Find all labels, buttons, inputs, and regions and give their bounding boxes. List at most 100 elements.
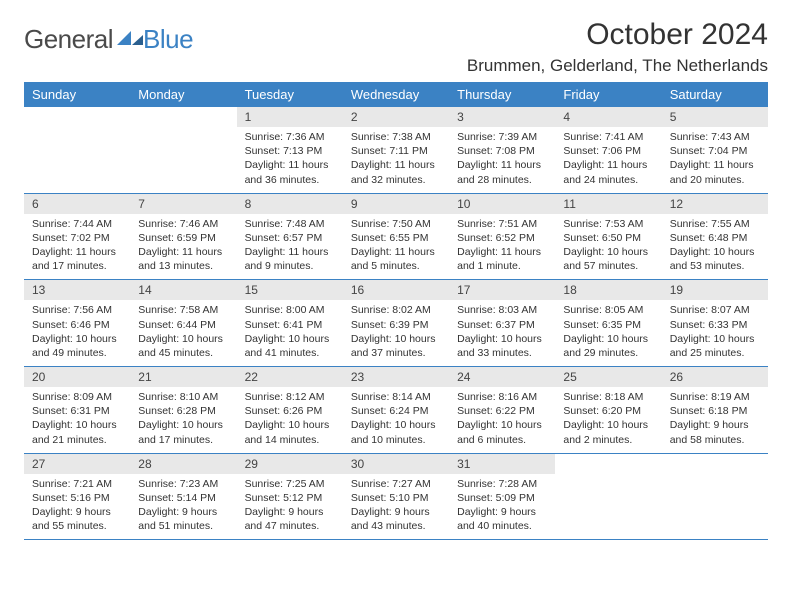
sunset-text: Sunset: 6:39 PM bbox=[351, 318, 441, 332]
sunset-text: Sunset: 6:22 PM bbox=[457, 404, 547, 418]
day-body: Sunrise: 7:58 AMSunset: 6:44 PMDaylight:… bbox=[130, 300, 236, 366]
day-cell: 23Sunrise: 8:14 AMSunset: 6:24 PMDayligh… bbox=[343, 367, 449, 454]
day-body: Sunrise: 8:00 AMSunset: 6:41 PMDaylight:… bbox=[237, 300, 343, 366]
sunrise-text: Sunrise: 8:10 AM bbox=[138, 390, 228, 404]
sunrise-text: Sunrise: 7:53 AM bbox=[563, 217, 653, 231]
day-number bbox=[24, 107, 130, 127]
week-row: 27Sunrise: 7:21 AMSunset: 5:16 PMDayligh… bbox=[24, 453, 768, 540]
day-body bbox=[130, 127, 236, 185]
sunset-text: Sunset: 6:28 PM bbox=[138, 404, 228, 418]
day-cell: 4Sunrise: 7:41 AMSunset: 7:06 PMDaylight… bbox=[555, 107, 661, 193]
sunrise-text: Sunrise: 7:36 AM bbox=[245, 130, 335, 144]
calendar-table: SundayMondayTuesdayWednesdayThursdayFrid… bbox=[24, 82, 768, 540]
sunrise-text: Sunrise: 8:18 AM bbox=[563, 390, 653, 404]
day-body: Sunrise: 8:03 AMSunset: 6:37 PMDaylight:… bbox=[449, 300, 555, 366]
sunset-text: Sunset: 5:10 PM bbox=[351, 491, 441, 505]
daylight-text: Daylight: 10 hours and 53 minutes. bbox=[670, 245, 760, 273]
daylight-text: Daylight: 11 hours and 5 minutes. bbox=[351, 245, 441, 273]
day-body: Sunrise: 7:48 AMSunset: 6:57 PMDaylight:… bbox=[237, 214, 343, 280]
day-cell: 1Sunrise: 7:36 AMSunset: 7:13 PMDaylight… bbox=[237, 107, 343, 193]
sunset-text: Sunset: 6:26 PM bbox=[245, 404, 335, 418]
sunset-text: Sunset: 7:04 PM bbox=[670, 144, 760, 158]
day-body: Sunrise: 7:23 AMSunset: 5:14 PMDaylight:… bbox=[130, 474, 236, 540]
logo-text-general: General bbox=[24, 24, 113, 55]
day-cell: 21Sunrise: 8:10 AMSunset: 6:28 PMDayligh… bbox=[130, 367, 236, 454]
sunrise-text: Sunrise: 8:07 AM bbox=[670, 303, 760, 317]
sunset-text: Sunset: 5:16 PM bbox=[32, 491, 122, 505]
daylight-text: Daylight: 9 hours and 47 minutes. bbox=[245, 505, 335, 533]
day-cell: 18Sunrise: 8:05 AMSunset: 6:35 PMDayligh… bbox=[555, 280, 661, 367]
day-cell: 27Sunrise: 7:21 AMSunset: 5:16 PMDayligh… bbox=[24, 453, 130, 540]
sunrise-text: Sunrise: 8:16 AM bbox=[457, 390, 547, 404]
sunset-text: Sunset: 6:55 PM bbox=[351, 231, 441, 245]
empty-day-cell bbox=[130, 107, 236, 193]
logo-text-blue: Blue bbox=[143, 24, 193, 55]
day-cell: 16Sunrise: 8:02 AMSunset: 6:39 PMDayligh… bbox=[343, 280, 449, 367]
day-body bbox=[662, 474, 768, 532]
day-number bbox=[130, 107, 236, 127]
sunrise-text: Sunrise: 7:23 AM bbox=[138, 477, 228, 491]
day-number: 7 bbox=[130, 194, 236, 214]
day-number: 18 bbox=[555, 280, 661, 300]
day-number: 10 bbox=[449, 194, 555, 214]
day-cell: 15Sunrise: 8:00 AMSunset: 6:41 PMDayligh… bbox=[237, 280, 343, 367]
day-cell: 19Sunrise: 8:07 AMSunset: 6:33 PMDayligh… bbox=[662, 280, 768, 367]
daylight-text: Daylight: 9 hours and 43 minutes. bbox=[351, 505, 441, 533]
sunrise-text: Sunrise: 7:56 AM bbox=[32, 303, 122, 317]
daylight-text: Daylight: 10 hours and 10 minutes. bbox=[351, 418, 441, 446]
day-body: Sunrise: 7:46 AMSunset: 6:59 PMDaylight:… bbox=[130, 214, 236, 280]
daylight-text: Daylight: 11 hours and 17 minutes. bbox=[32, 245, 122, 273]
sunset-text: Sunset: 6:35 PM bbox=[563, 318, 653, 332]
day-body: Sunrise: 8:14 AMSunset: 6:24 PMDaylight:… bbox=[343, 387, 449, 453]
day-number: 19 bbox=[662, 280, 768, 300]
day-body bbox=[555, 474, 661, 532]
logo-flag-icon bbox=[117, 27, 143, 47]
daylight-text: Daylight: 10 hours and 6 minutes. bbox=[457, 418, 547, 446]
sunrise-text: Sunrise: 7:43 AM bbox=[670, 130, 760, 144]
day-number: 2 bbox=[343, 107, 449, 127]
sunset-text: Sunset: 5:09 PM bbox=[457, 491, 547, 505]
day-cell: 6Sunrise: 7:44 AMSunset: 7:02 PMDaylight… bbox=[24, 193, 130, 280]
sunset-text: Sunset: 6:37 PM bbox=[457, 318, 547, 332]
day-number: 14 bbox=[130, 280, 236, 300]
weekday-header: Sunday bbox=[24, 82, 130, 107]
logo: General Blue bbox=[24, 18, 193, 55]
sunset-text: Sunset: 5:14 PM bbox=[138, 491, 228, 505]
sunrise-text: Sunrise: 7:28 AM bbox=[457, 477, 547, 491]
day-number: 21 bbox=[130, 367, 236, 387]
day-cell: 20Sunrise: 8:09 AMSunset: 6:31 PMDayligh… bbox=[24, 367, 130, 454]
day-number: 28 bbox=[130, 454, 236, 474]
day-cell: 17Sunrise: 8:03 AMSunset: 6:37 PMDayligh… bbox=[449, 280, 555, 367]
day-number: 9 bbox=[343, 194, 449, 214]
day-cell: 26Sunrise: 8:19 AMSunset: 6:18 PMDayligh… bbox=[662, 367, 768, 454]
weekday-header: Monday bbox=[130, 82, 236, 107]
day-cell: 8Sunrise: 7:48 AMSunset: 6:57 PMDaylight… bbox=[237, 193, 343, 280]
day-body: Sunrise: 7:51 AMSunset: 6:52 PMDaylight:… bbox=[449, 214, 555, 280]
sunset-text: Sunset: 7:02 PM bbox=[32, 231, 122, 245]
sunset-text: Sunset: 7:11 PM bbox=[351, 144, 441, 158]
day-cell: 12Sunrise: 7:55 AMSunset: 6:48 PMDayligh… bbox=[662, 193, 768, 280]
day-number: 23 bbox=[343, 367, 449, 387]
sunrise-text: Sunrise: 7:25 AM bbox=[245, 477, 335, 491]
daylight-text: Daylight: 10 hours and 33 minutes. bbox=[457, 332, 547, 360]
day-body: Sunrise: 7:50 AMSunset: 6:55 PMDaylight:… bbox=[343, 214, 449, 280]
day-number: 24 bbox=[449, 367, 555, 387]
day-cell: 7Sunrise: 7:46 AMSunset: 6:59 PMDaylight… bbox=[130, 193, 236, 280]
day-number: 25 bbox=[555, 367, 661, 387]
day-number: 31 bbox=[449, 454, 555, 474]
sunrise-text: Sunrise: 8:12 AM bbox=[245, 390, 335, 404]
header: General Blue October 2024 Brummen, Gelde… bbox=[24, 18, 768, 76]
calendar-body: 1Sunrise: 7:36 AMSunset: 7:13 PMDaylight… bbox=[24, 107, 768, 540]
sunset-text: Sunset: 6:46 PM bbox=[32, 318, 122, 332]
sunset-text: Sunset: 6:48 PM bbox=[670, 231, 760, 245]
daylight-text: Daylight: 10 hours and 2 minutes. bbox=[563, 418, 653, 446]
day-body: Sunrise: 8:09 AMSunset: 6:31 PMDaylight:… bbox=[24, 387, 130, 453]
sunrise-text: Sunrise: 7:44 AM bbox=[32, 217, 122, 231]
daylight-text: Daylight: 10 hours and 45 minutes. bbox=[138, 332, 228, 360]
day-cell: 22Sunrise: 8:12 AMSunset: 6:26 PMDayligh… bbox=[237, 367, 343, 454]
day-number: 15 bbox=[237, 280, 343, 300]
sunrise-text: Sunrise: 7:50 AM bbox=[351, 217, 441, 231]
daylight-text: Daylight: 11 hours and 13 minutes. bbox=[138, 245, 228, 273]
day-number: 16 bbox=[343, 280, 449, 300]
sunset-text: Sunset: 6:57 PM bbox=[245, 231, 335, 245]
